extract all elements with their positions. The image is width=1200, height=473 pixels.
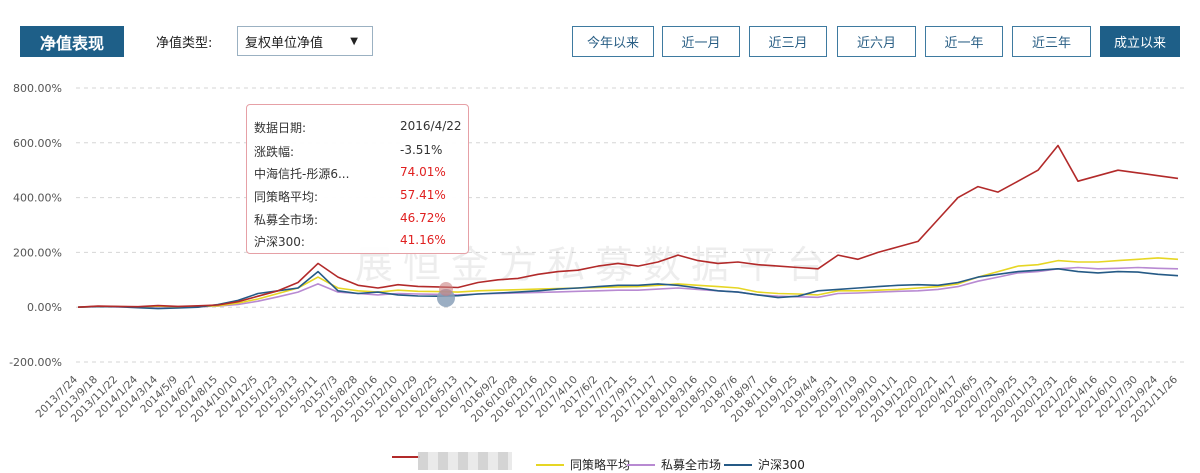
legend-strategy-swatch [536,463,564,466]
range-6m-button[interactable]: 近六月 [837,26,916,57]
range-1m-button[interactable]: 近一月 [662,26,740,57]
chart-tooltip: 数据日期: 2016/4/22 涨跌幅: -3.51% 中海信托-彤源6... 74.… [246,104,469,254]
y-tick-label: 600.00% [13,137,62,150]
series-hs300-line [77,267,1179,310]
y-tick-label: 0.00% [27,301,62,314]
tooltip-fund-label: 中海信托-彤源6... [254,167,350,181]
y-tick-label: 800.00% [13,82,62,95]
tooltip-strategy-value: 57.41% [400,188,446,202]
nav-type-select[interactable]: 复权单位净值 ▼ [237,26,373,56]
y-tick-label: -200.00% [9,356,62,369]
tooltip-market-value: 46.72% [400,211,446,225]
series-strategy-avg-line [77,257,1179,308]
nav-type-value: 复权单位净值 [245,35,324,51]
legend-hs300-label: 沪深300 [758,458,805,472]
tooltip-market-label: 私募全市场: [254,213,319,227]
legend-strategy-label: 同策略平均 [570,458,631,472]
range-3y-button[interactable]: 近三年 [1012,26,1091,57]
legend-strategy-avg[interactable]: 同策略平均 [536,456,630,473]
tooltip-change-label: 涨跌幅: [254,145,295,159]
range-ytd-button[interactable]: 今年以来 [572,26,654,57]
tooltip-date-value: 2016/4/22 [400,119,462,133]
legend-fund[interactable] [392,456,426,458]
redacted-fund-name [418,452,512,470]
legend-hs300-swatch [724,463,752,466]
tooltip-change-value: -3.51% [400,143,443,157]
legend-fund-swatch [392,456,420,458]
tooltip-strategy-label: 同策略平均: [254,190,319,204]
dropdown-arrow-icon: ▼ [350,36,358,47]
legend-hs300[interactable]: 沪深300 [724,456,805,473]
range-1y-button[interactable]: 近一年 [925,26,1003,57]
range-since-inception-button[interactable]: 成立以来 [1100,26,1180,57]
legend-market[interactable]: 私募全市场 [627,456,721,473]
tooltip-date-label: 数据日期: [254,121,307,135]
range-3m-button[interactable]: 近三月 [749,26,827,57]
tooltip-hs300-label: 沪深300: [254,235,305,249]
tooltip-fund-value: 74.01% [400,165,446,179]
page-title: 净值表现 [20,26,124,57]
y-tick-label: 400.00% [13,192,62,205]
legend-market-label: 私募全市场 [661,458,722,472]
nav-type-label: 净值类型: [156,36,213,51]
hover-marker-fund [439,282,453,296]
series-fund-line [77,144,1179,308]
tooltip-hs300-value: 41.16% [400,233,446,247]
y-tick-label: 200.00% [13,246,62,259]
series-market-line [77,266,1179,309]
legend-market-swatch [627,463,655,466]
